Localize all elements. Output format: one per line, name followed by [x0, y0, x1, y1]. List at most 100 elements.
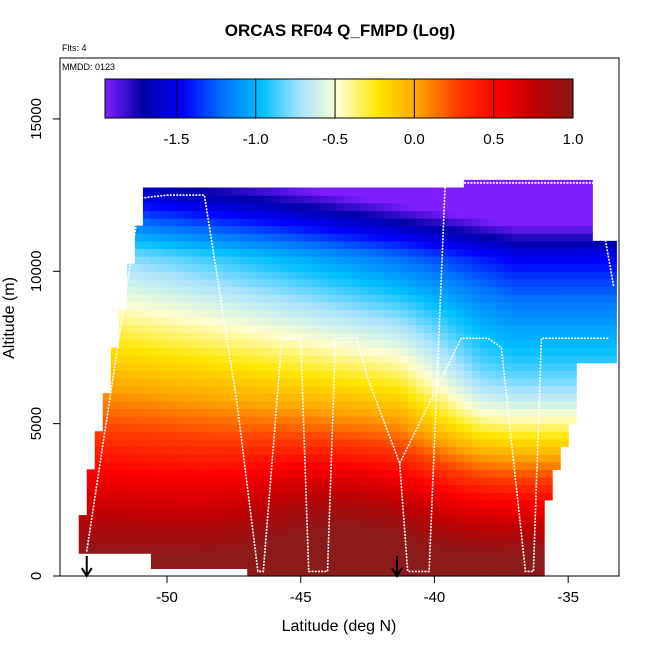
- heatmap-cell: [126, 522, 136, 531]
- heatmap-cell: [279, 553, 288, 562]
- heatmap-cell: [391, 476, 401, 486]
- heatmap-cell: [295, 507, 304, 516]
- heatmap-cell: [199, 248, 208, 257]
- colorbar-swatch: [204, 79, 208, 118]
- heatmap-cell: [415, 187, 425, 196]
- heatmap-cell: [231, 248, 240, 257]
- heatmap-cell: [215, 423, 224, 432]
- heatmap-cell: [479, 225, 489, 234]
- heatmap-cell: [319, 339, 329, 349]
- heatmap-cell: [536, 393, 545, 402]
- heatmap-cell: [447, 492, 457, 501]
- heatmap-cell: [423, 476, 433, 486]
- heatmap-cell: [287, 545, 296, 554]
- heatmap-cell: [495, 530, 505, 539]
- heatmap-cell: [166, 286, 176, 295]
- heatmap-cell: [279, 324, 288, 333]
- heatmap-cell: [287, 347, 296, 356]
- heatmap-cell: [319, 301, 329, 310]
- heatmap-cell: [375, 286, 385, 295]
- heatmap-cell: [447, 499, 457, 509]
- heatmap-cell: [327, 568, 337, 577]
- heatmap-cell: [351, 499, 361, 509]
- heatmap-cell: [471, 492, 481, 501]
- heatmap-cell: [255, 530, 264, 539]
- heatmap-cell: [191, 225, 200, 234]
- heatmap-cell: [399, 355, 409, 364]
- heatmap-cell: [495, 484, 505, 493]
- heatmap-cell: [239, 416, 248, 425]
- heatmap-cell: [487, 560, 497, 569]
- heatmap-cell: [359, 568, 369, 577]
- colorbar-swatch: [268, 79, 273, 118]
- heatmap-cell: [126, 438, 136, 448]
- heatmap-cell: [359, 476, 369, 486]
- heatmap-cell: [471, 377, 481, 387]
- heatmap-cell: [503, 476, 513, 486]
- heatmap-cell: [271, 202, 280, 211]
- heatmap-cell: [479, 294, 489, 303]
- heatmap-cell: [536, 560, 545, 569]
- heatmap-cell: [495, 301, 505, 310]
- heatmap-cell: [86, 492, 96, 501]
- heatmap-cell: [166, 553, 176, 562]
- heatmap-cell: [343, 324, 353, 333]
- heatmap-cell: [279, 515, 288, 524]
- heatmap-cell: [544, 317, 553, 326]
- heatmap-cell: [391, 187, 401, 196]
- heatmap-cell: [311, 469, 321, 478]
- heatmap-cell: [335, 469, 345, 478]
- heatmap-cell: [592, 271, 601, 280]
- heatmap-cell: [359, 271, 369, 280]
- heatmap-cell: [223, 248, 232, 257]
- heatmap-cell: [343, 248, 353, 257]
- heatmap-cell: [351, 202, 361, 211]
- heatmap-cell: [327, 256, 337, 265]
- heatmap-cell: [150, 263, 160, 272]
- heatmap-cell: [455, 537, 465, 547]
- heatmap-cell: [536, 469, 545, 478]
- heatmap-cell: [351, 431, 361, 440]
- heatmap-cell: [536, 431, 545, 440]
- heatmap-cell: [351, 256, 361, 265]
- heatmap-cell: [183, 553, 192, 562]
- heatmap-cell: [512, 263, 521, 272]
- heatmap-cell: [150, 278, 160, 288]
- colorbar-swatch: [286, 79, 290, 118]
- heatmap-cell: [487, 408, 497, 417]
- heatmap-cell: [175, 355, 184, 364]
- heatmap-cell: [231, 431, 240, 440]
- heatmap-cell: [463, 484, 473, 493]
- heatmap-cell: [463, 400, 473, 410]
- heatmap-cell: [335, 210, 345, 219]
- heatmap-cell: [479, 408, 489, 417]
- colorbar-swatch: [280, 79, 284, 118]
- heatmap-cell: [576, 355, 585, 364]
- heatmap-cell: [495, 515, 505, 524]
- heatmap-cell: [423, 355, 433, 364]
- colorbar-swatch: [432, 79, 437, 118]
- heatmap-cell: [295, 202, 304, 211]
- heatmap-cell: [335, 324, 345, 333]
- heatmap-cell: [239, 248, 248, 257]
- heatmap-cell: [343, 507, 353, 516]
- heatmap-cell: [175, 476, 184, 486]
- colorbar-swatch: [461, 79, 466, 118]
- heatmap-cell: [263, 408, 272, 417]
- heatmap-cell: [552, 309, 561, 318]
- heatmap-cell: [552, 377, 561, 387]
- heatmap-cell: [503, 309, 513, 318]
- heatmap-cell: [239, 271, 248, 280]
- heatmap-cell: [335, 233, 345, 242]
- heatmap-cell: [215, 438, 224, 448]
- heatmap-cell: [311, 431, 321, 440]
- heatmap-cell: [447, 416, 457, 425]
- heatmap-cell: [150, 217, 160, 227]
- heatmap-cell: [150, 195, 160, 204]
- heatmap-cell: [431, 476, 441, 486]
- heatmap-cell: [303, 446, 313, 455]
- heatmap-cell: [142, 278, 152, 288]
- heatmap-cell: [102, 522, 112, 531]
- heatmap-cell: [183, 416, 192, 425]
- heatmap-cell: [544, 233, 553, 242]
